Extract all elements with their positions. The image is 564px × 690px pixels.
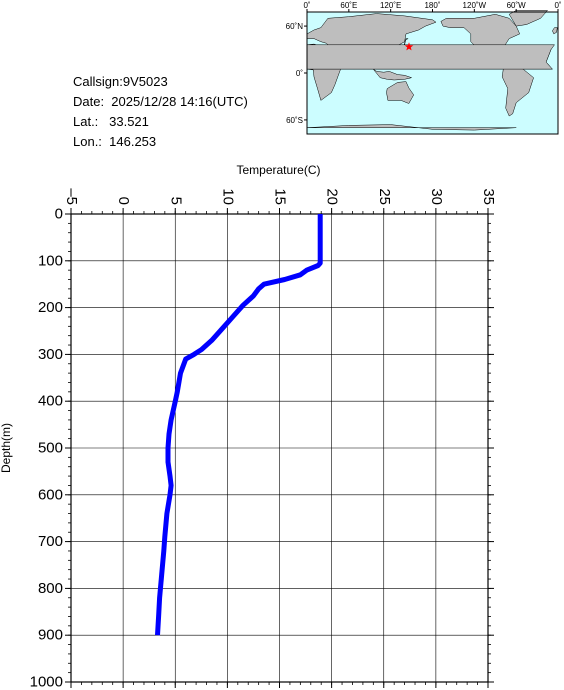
y-tick-label: 300	[38, 346, 63, 363]
map-lon-label: 120˚E	[380, 1, 401, 10]
y-tick-label: 100	[38, 252, 63, 269]
station-info: Callsign:9V5023 Date: 2025/12/28 14:16(U…	[73, 72, 248, 152]
y-tick-label: 200	[38, 299, 63, 316]
map-lat-label: 60˚S	[286, 116, 303, 125]
map-lon-label: 180˚	[424, 1, 440, 10]
australia-land	[386, 81, 414, 104]
map-lon-label: 60˚E	[340, 1, 357, 10]
plot-frame	[70, 213, 489, 683]
x-tick-label: 5	[167, 197, 184, 205]
map-lon-label: 60˚W	[507, 1, 527, 10]
callsign-text: Callsign:9V5023	[73, 74, 168, 89]
x-tick-label: 10	[219, 188, 236, 205]
map-lon-label: 120˚W	[463, 1, 487, 10]
y-axis-title: Depth(m)	[0, 423, 13, 473]
station-marker-icon	[404, 42, 414, 51]
x-tick-label: 0	[115, 197, 132, 205]
y-tick-label: 600	[38, 486, 63, 503]
map-lat-label: 60˚N	[286, 22, 304, 31]
y-tick-label: 400	[38, 393, 63, 410]
indonesia-land	[373, 68, 413, 81]
latitude-text: Lat.: 33.521	[73, 114, 149, 129]
greenland-land	[508, 10, 549, 27]
date-text: Date: 2025/12/28 14:16(UTC)	[73, 94, 248, 109]
x-tick-label: 35	[480, 188, 497, 205]
map-lon-label: 0˚	[303, 1, 310, 10]
map-lat-label: 0˚	[296, 69, 303, 78]
y-tick-label: 900	[38, 627, 63, 644]
x-tick-label: 20	[324, 188, 341, 205]
temperature-profile-line	[155, 214, 323, 636]
y-tick-label: 500	[38, 440, 63, 457]
x-axis-title: Temperature(C)	[236, 163, 320, 177]
x-tick-label: 25	[376, 188, 393, 205]
x-tick-label: –5	[63, 188, 80, 205]
y-tick-label: 0	[55, 206, 63, 223]
y-tick-label: 700	[38, 533, 63, 550]
map-lon-label: 0˚	[554, 1, 561, 10]
longitude-text: Lon.: 146.253	[73, 134, 157, 149]
uk-land	[552, 27, 558, 35]
y-tick-label: 1000	[30, 674, 63, 690]
x-tick-label: 30	[428, 188, 445, 205]
x-tick-label: 15	[272, 188, 289, 205]
y-tick-label: 800	[38, 580, 63, 597]
